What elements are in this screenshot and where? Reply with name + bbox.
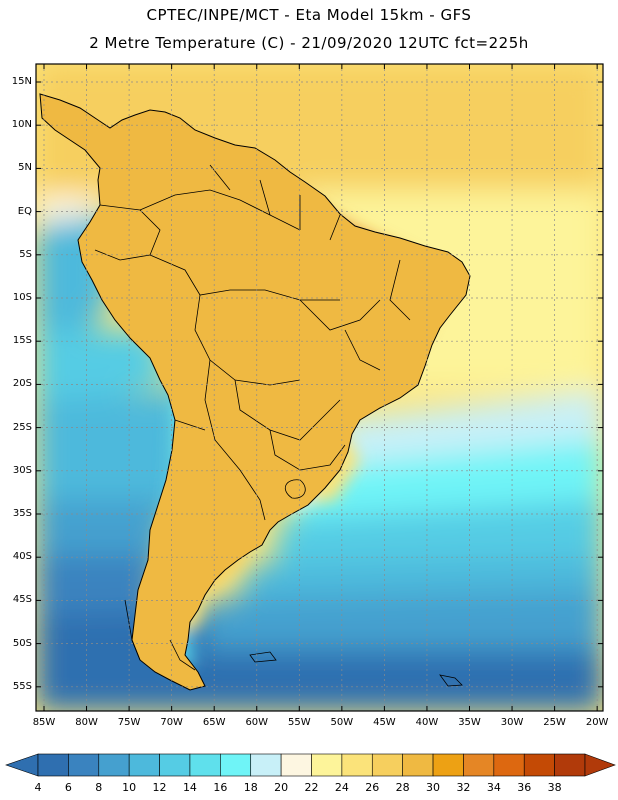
lat-label: 25S [12,421,32,433]
lat-label: 50S [12,637,32,649]
colorbar [5,753,616,777]
colorbar-label: 26 [365,781,380,794]
lon-label: 40W [415,717,439,728]
colorbar-box [493,753,525,777]
lat-label: 15S [12,335,32,347]
lat-label: 10N [11,119,32,131]
colorbar-box [432,753,464,777]
lat-label: 20S [12,378,32,390]
lat-label: 30S [12,464,32,476]
lon-label: 85W [32,717,56,728]
colorbar-label: 30 [426,781,441,794]
colorbar-label: 16 [213,781,228,794]
colorbar-box [311,753,343,777]
axis-ticks [36,64,603,711]
colorbar-box [189,753,221,777]
colorbar-box [371,753,403,777]
lon-label: 65W [202,717,226,728]
lat-label: 5S [19,248,32,260]
map-frame [35,63,604,712]
colorbar-label: 20 [274,781,289,794]
colorbar-box [98,753,130,777]
lat-label: EQ [17,205,32,217]
colorbar-box [341,753,373,777]
lat-label: 40S [12,551,32,563]
colorbar-box [250,753,282,777]
colorbar-box [280,753,312,777]
colorbar-arrow-left [5,753,39,777]
lon-label: 35W [458,717,481,728]
lon-label: 60W [245,717,269,728]
lat-label: 5N [18,162,32,174]
colorbar-label: 14 [182,781,197,794]
colorbar-label: 36 [517,781,532,794]
lon-label: 30W [500,717,524,728]
colorbar-box [128,753,160,777]
country-borders [94,164,463,687]
lat-label: 10S [12,292,32,303]
colorbar-label: 10 [122,781,137,794]
map-title-line1: CPTEC/INPE/MCT - Eta Model 15km - GFS [146,6,472,24]
lon-label: 55W [287,717,311,728]
colorbar-label: 18 [243,781,258,794]
lon-label: 20W [585,717,609,728]
colorbar-label: 6 [64,781,72,794]
lon-label: 45W [373,717,396,728]
lat-label: 35S [12,508,32,519]
lon-label: 70W [160,717,183,728]
colorbar-box [523,753,555,777]
colorbar-box [402,753,434,777]
lon-label: 75W [117,717,141,728]
lat-label: 45S [12,594,32,606]
colorbar-label: 22 [304,781,319,794]
colorbar-label: 38 [547,781,562,794]
colorbar-label: 24 [334,781,349,794]
colorbar-box [159,753,191,777]
colorbar-arrow-right [584,753,616,777]
colorbar-label: 8 [95,781,103,794]
lon-label: 50W [330,717,354,728]
colorbar-box [68,753,100,777]
lon-label: 80W [75,717,98,728]
colorbar-box [554,753,586,777]
colorbar-label: 32 [456,781,471,794]
colorbar-box [463,753,495,777]
colorbar-box [37,753,69,777]
colorbar-box [220,753,252,777]
colorbar-label: 4 [34,781,42,794]
colorbar-label: 34 [486,781,501,794]
lat-label: 55S [12,680,32,692]
map-title-line2: 2 Metre Temperature (C) - 21/09/2020 12U… [89,34,529,52]
lat-label: 15N [11,76,32,87]
lon-label: 25W [543,717,566,728]
colorbar-label: 12 [152,781,167,794]
colorbar-label: 28 [395,781,410,794]
